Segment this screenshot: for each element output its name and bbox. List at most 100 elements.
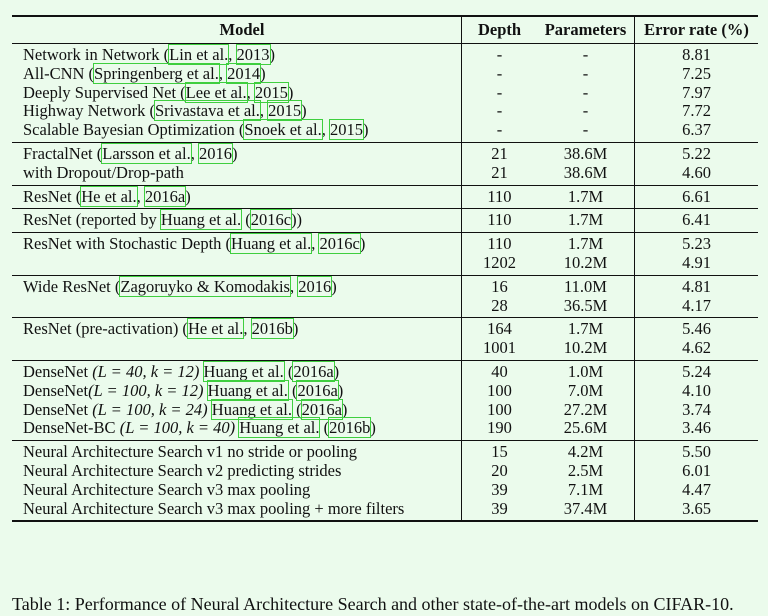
model-cell: DenseNet-BC (L = 100, k = 40) Huang et a… bbox=[12, 417, 462, 442]
model-text bbox=[199, 362, 203, 381]
model-text: , bbox=[243, 319, 252, 339]
table-row: ResNet (pre-activation) (He et al., 2016… bbox=[12, 317, 758, 340]
citation-link[interactable]: Lin et al. bbox=[168, 44, 230, 65]
parameters-cell: 1.7M bbox=[537, 185, 635, 210]
model-cell bbox=[12, 339, 462, 361]
citation-link[interactable]: Huang et al. bbox=[230, 233, 313, 255]
citation-link[interactable]: Huang et al. bbox=[210, 398, 293, 420]
model-text: ( bbox=[291, 399, 302, 419]
citation-link[interactable]: Huang et al. bbox=[159, 209, 243, 231]
depth-cell: - bbox=[461, 64, 537, 84]
model-text: ) bbox=[301, 101, 307, 121]
math-expression: (L = 100, k = 40) bbox=[119, 418, 236, 438]
citation-link[interactable]: 2013 bbox=[235, 44, 271, 65]
model-cell: DenseNet(L = 100, k = 12) Huang et al. (… bbox=[12, 379, 462, 401]
citation-link[interactable]: Zagoruyko & Komodakis bbox=[119, 275, 291, 297]
depth-cell: 21 bbox=[461, 142, 537, 164]
table-row: Deeply Supervised Net (Lee et al., 2015)… bbox=[12, 81, 758, 103]
model-text: , bbox=[228, 45, 237, 64]
table-row: 1001 10.2M 4.62 bbox=[12, 338, 758, 361]
citation-link[interactable]: Larsson et al. bbox=[101, 142, 192, 164]
model-text: ( bbox=[287, 380, 298, 400]
citation-link[interactable]: He et al. bbox=[80, 185, 138, 207]
error-rate-cell: 5.24 bbox=[634, 360, 758, 382]
citation-link[interactable]: 2015 bbox=[253, 81, 289, 103]
depth-cell: 100 bbox=[461, 381, 537, 401]
model-text: Neural Architecture Search v3 max poolin… bbox=[23, 479, 311, 499]
citation-link[interactable]: 2016c bbox=[249, 209, 293, 231]
model-cell: Deeply Supervised Net (Lee et al., 2015) bbox=[12, 81, 462, 103]
error-rate-cell: 4.10 bbox=[634, 381, 758, 401]
model-text: DenseNet bbox=[23, 380, 89, 400]
model-text: Neural Architecture Search v1 no stride … bbox=[23, 442, 358, 462]
citation-link[interactable]: Snoek et al. bbox=[243, 119, 323, 141]
model-text: , bbox=[136, 186, 145, 206]
model-text: DenseNet-BC bbox=[23, 418, 120, 438]
math-expression: (L = 100, k = 12) bbox=[88, 380, 204, 400]
table-row: Neural Architecture Search v1 no stride … bbox=[12, 440, 758, 462]
citation-link[interactable]: 2014 bbox=[226, 62, 262, 84]
table-row: DenseNet(L = 100, k = 12) Huang et al. (… bbox=[12, 379, 758, 401]
parameters-cell: 4.2M bbox=[567, 442, 604, 462]
model-text: )) bbox=[291, 210, 303, 230]
parameters-cell: - bbox=[582, 45, 589, 64]
error-rate-cell: 4.60 bbox=[634, 163, 758, 186]
citation-link[interactable]: Huang et al. bbox=[238, 417, 321, 439]
error-rate-cell: 5.50 bbox=[634, 440, 758, 462]
depth-cell: - bbox=[461, 102, 537, 122]
error-rate-cell: 8.81 bbox=[634, 43, 758, 65]
parameters-cell: 1.7M bbox=[537, 208, 635, 234]
table-row: ResNet with Stochastic Depth (Huang et a… bbox=[12, 232, 758, 255]
model-text: ResNet ( bbox=[23, 186, 82, 206]
model-text: ( bbox=[283, 361, 294, 381]
error-rate-cell: 6.41 bbox=[634, 208, 758, 234]
parameters-cell: 38.6M bbox=[537, 163, 635, 186]
model-text: All-CNN ( bbox=[23, 63, 95, 83]
model-text: Network in Network ( bbox=[23, 45, 170, 64]
citation-link[interactable]: 2016a bbox=[143, 185, 187, 207]
model-text: , bbox=[311, 234, 320, 254]
model-cell: All-CNN (Springenberg et al., 2014) bbox=[12, 62, 462, 84]
table-row: with Dropout/Drop-path 21 38.6M 4.60 bbox=[12, 163, 758, 186]
error-rate-cell: 7.72 bbox=[634, 102, 758, 122]
model-cell: ResNet (He et al., 2016a) bbox=[12, 185, 462, 210]
citation-link[interactable]: Huang et al. bbox=[202, 360, 285, 382]
citation-link[interactable]: Lee et al. bbox=[184, 81, 248, 103]
depth-cell: 28 bbox=[461, 296, 537, 319]
table-row: Neural Architecture Search v3 max poolin… bbox=[12, 479, 758, 500]
model-cell: ResNet (pre-activation) (He et al., 2016… bbox=[12, 318, 462, 340]
citation-link[interactable]: 2016b bbox=[328, 417, 372, 439]
table-body: Network in Network (Lin et al., 2013) - - 8… bbox=[12, 43, 758, 523]
citation-link[interactable]: 2016 bbox=[297, 275, 333, 297]
parameters-cell: 10.2M bbox=[537, 253, 635, 276]
parameters-cell: 1.7M bbox=[567, 234, 604, 254]
model-text: ) bbox=[331, 276, 337, 296]
parameters-cell: 11.0M bbox=[564, 276, 607, 296]
table-header-row: Model Depth Parameters Error rate (%) bbox=[12, 15, 758, 44]
table-row: DenseNet (L = 100, k = 24) Huang et al. … bbox=[12, 398, 758, 420]
citation-link[interactable]: He et al. bbox=[186, 318, 245, 340]
model-text: ) bbox=[337, 380, 344, 400]
model-text: , bbox=[246, 82, 255, 102]
citation-link[interactable]: Springenberg et al. bbox=[93, 62, 220, 84]
table-row: All-CNN (Springenberg et al., 2014) - -7.2… bbox=[12, 62, 758, 84]
citation-link[interactable]: 2016a bbox=[296, 379, 339, 401]
table-row: ResNet (reported by Huang et al. (2016c)… bbox=[12, 208, 758, 234]
model-text: , bbox=[190, 143, 199, 163]
citation-link[interactable]: 2016 bbox=[197, 142, 233, 164]
error-rate-cell: 4.17 bbox=[634, 296, 758, 319]
model-text: ) bbox=[333, 361, 340, 381]
citation-link[interactable]: 2016a bbox=[300, 398, 343, 420]
citation-link[interactable]: 2016b bbox=[250, 318, 294, 340]
citation-link[interactable]: Srivastava et al. bbox=[153, 100, 261, 122]
depth-cell: 21 bbox=[461, 163, 537, 186]
error-rate-cell: 4.91 bbox=[634, 253, 758, 276]
citation-link[interactable]: 2015 bbox=[267, 100, 303, 122]
citation-link[interactable]: 2016a bbox=[292, 360, 335, 382]
citation-link[interactable]: 2015 bbox=[329, 119, 365, 141]
depth-cell: 20 bbox=[461, 461, 537, 481]
citation-link[interactable]: Huang et al. bbox=[206, 379, 289, 401]
model-text: , bbox=[289, 276, 299, 296]
depth-cell: 15 bbox=[461, 440, 537, 462]
citation-link[interactable]: 2016c bbox=[318, 233, 361, 255]
